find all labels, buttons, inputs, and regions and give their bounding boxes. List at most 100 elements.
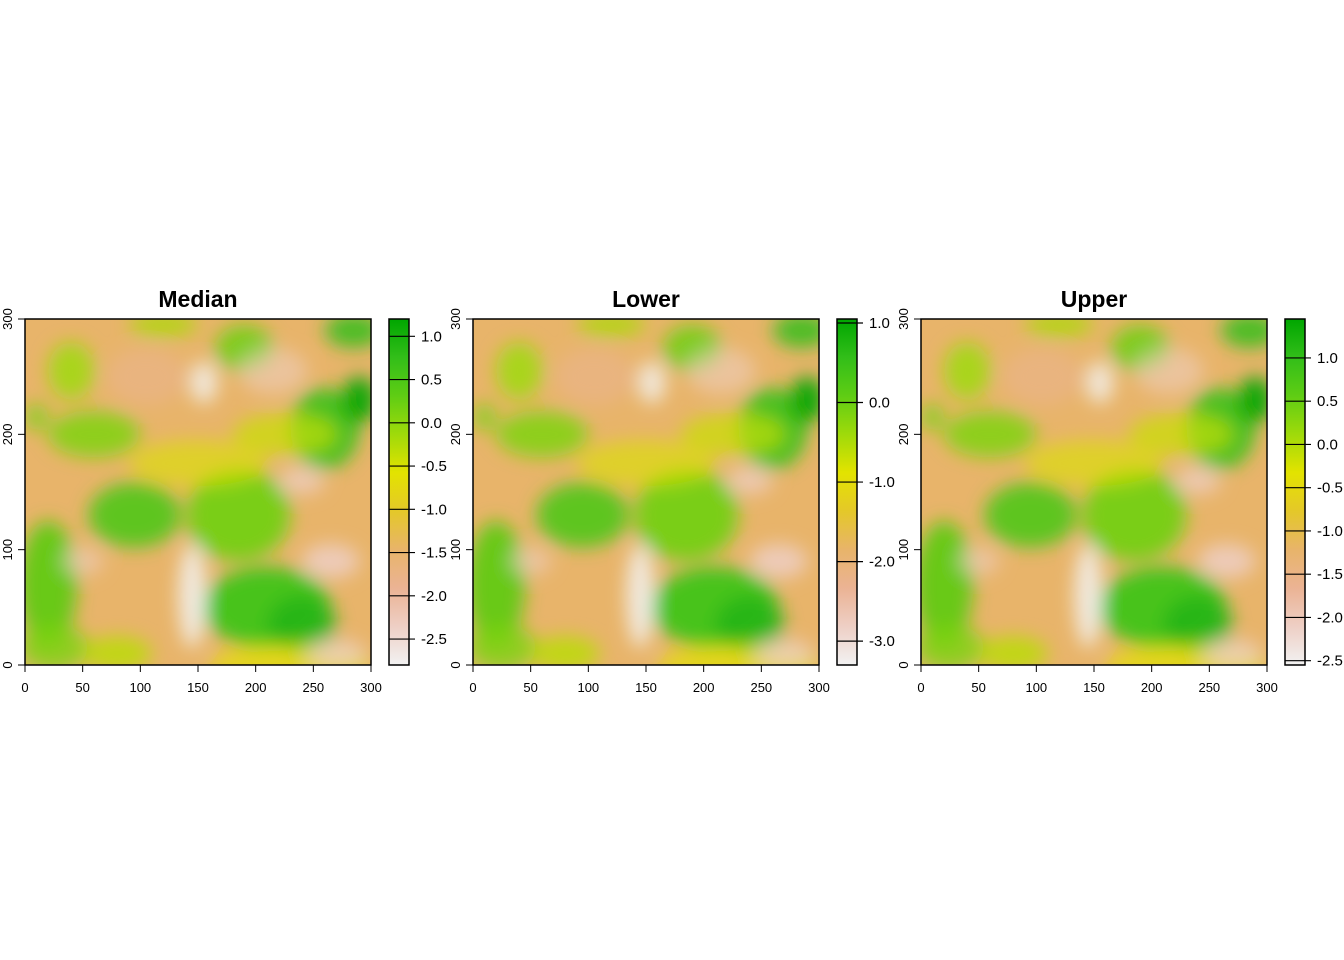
- y-axis: 0 100 200 300: [896, 308, 922, 669]
- raster-blob: [1024, 319, 1094, 337]
- raster-blob: [496, 342, 543, 400]
- raster-blob: [921, 403, 945, 431]
- raster-blob: [984, 482, 1077, 548]
- x-tick-label: 200: [245, 680, 267, 695]
- raster-blob: [128, 319, 198, 337]
- raster-blob: [715, 595, 785, 654]
- raster-blob: [1128, 413, 1233, 456]
- raster-blob: [686, 347, 756, 394]
- raster-blob: [25, 624, 89, 665]
- raster-blob: [553, 347, 635, 406]
- y-tick-label: 300: [448, 308, 463, 330]
- color-legend: 1.0 0.0 -1.0 -2.0 -3.0: [836, 315, 895, 666]
- raster-blob: [680, 413, 785, 456]
- panel-title: Lower: [612, 286, 680, 312]
- raster-blob: [790, 376, 819, 423]
- raster-blob: [496, 411, 589, 458]
- raster-blob: [634, 468, 739, 562]
- legend-tick-label: -0.5: [1317, 480, 1343, 497]
- raster-blob: [755, 639, 814, 665]
- x-axis: 0 50 100 150 200 250 300: [469, 664, 830, 695]
- y-tick-label: 100: [448, 539, 463, 561]
- raster-blob: [1085, 361, 1114, 404]
- raster-blob: [1082, 468, 1187, 562]
- raster-blob: [637, 361, 666, 404]
- raster-blob: [324, 319, 371, 348]
- legend-tick-label: -1.5: [1317, 566, 1343, 583]
- raster-blob: [944, 342, 991, 400]
- raster-blob: [978, 636, 1048, 665]
- x-axis: 0 50 100 150 200 250 300: [917, 664, 1278, 695]
- legend-colorbar: [1284, 318, 1306, 666]
- panel-title: Upper: [1061, 286, 1128, 312]
- legend-tick-label: 0.5: [421, 372, 442, 389]
- x-tick-label: 50: [971, 680, 985, 695]
- raster-blob: [749, 543, 808, 579]
- raster-blob: [178, 543, 207, 648]
- raster-blob: [128, 440, 268, 487]
- raster-blob: [1001, 347, 1083, 406]
- raster-blob: [61, 547, 104, 576]
- y-tick-label: 100: [896, 539, 911, 561]
- y-tick-label: 200: [896, 423, 911, 445]
- legend-tick-label: 0.5: [1317, 393, 1338, 410]
- y-tick-label: 0: [0, 661, 15, 668]
- y-tick-label: 200: [0, 423, 15, 445]
- panel-lower: Lower 0 50 100 150 200 250 300 0 100 200 300 1.0 0…: [448, 286, 895, 695]
- raster-blob: [576, 440, 716, 487]
- x-tick-label: 250: [750, 680, 772, 695]
- legend-tick-label: -1.5: [421, 545, 447, 562]
- raster-blob: [772, 319, 819, 348]
- raster-blob: [1238, 376, 1267, 423]
- raster-blob: [536, 482, 629, 548]
- x-tick-label: 0: [917, 680, 924, 695]
- x-tick-label: 0: [469, 680, 476, 695]
- raster-blob: [232, 413, 337, 456]
- raster-blob: [1134, 347, 1204, 394]
- raster-blob: [1197, 543, 1256, 579]
- raster-blob: [342, 376, 371, 423]
- raster-blob: [82, 636, 152, 665]
- raster-blob: [1163, 595, 1233, 654]
- raster-blob: [530, 636, 600, 665]
- raster-blob: [921, 520, 973, 648]
- x-tick-label: 50: [523, 680, 537, 695]
- x-tick-label: 50: [75, 680, 89, 695]
- x-tick-label: 0: [21, 680, 28, 695]
- y-tick-label: 300: [896, 308, 911, 330]
- legend-tick-label: -2.5: [421, 631, 447, 648]
- raster-blob: [301, 543, 360, 579]
- legend-tick-label: 0.0: [421, 415, 442, 432]
- y-tick-label: 0: [896, 661, 911, 668]
- legend-tick-label: -3.0: [869, 633, 895, 650]
- raster-blob: [957, 547, 1000, 576]
- raster-blob: [189, 361, 218, 404]
- x-tick-label: 100: [577, 680, 599, 695]
- raster-blob: [726, 466, 773, 495]
- legend-colorbar: [836, 318, 858, 666]
- legend-tick-label: -1.0: [1317, 523, 1343, 540]
- x-axis: 0 50 100 150 200 250 300: [21, 664, 382, 695]
- legend-tick-label: -1.0: [869, 474, 895, 491]
- raster-blob: [473, 403, 497, 431]
- legend-tick-label: -0.5: [421, 458, 447, 475]
- raster-blob: [626, 543, 655, 648]
- raster-blob: [473, 624, 537, 665]
- color-legend: 1.0 0.5 0.0 -0.5 -1.0 -1.5 -2.0 -2.5: [1284, 318, 1343, 670]
- x-tick-label: 150: [635, 680, 657, 695]
- raster-blob: [1220, 319, 1267, 348]
- legend-tick-label: -2.0: [421, 588, 447, 605]
- x-tick-label: 200: [1141, 680, 1163, 695]
- legend-tick-label: -2.0: [1317, 609, 1343, 626]
- raster-blob: [25, 403, 49, 431]
- y-axis: 0 100 200 300: [0, 308, 26, 669]
- raster-blob: [278, 466, 325, 495]
- x-tick-label: 250: [1198, 680, 1220, 695]
- raster-blob: [1174, 466, 1221, 495]
- x-tick-label: 150: [1083, 680, 1105, 695]
- legend-tick-label: 1.0: [421, 328, 442, 345]
- legend-colorbar: [388, 318, 410, 666]
- legend-tick-label: 0.0: [869, 395, 890, 412]
- legend-tick-label: 1.0: [1317, 350, 1338, 367]
- legend-tick-label: 0.0: [1317, 436, 1338, 453]
